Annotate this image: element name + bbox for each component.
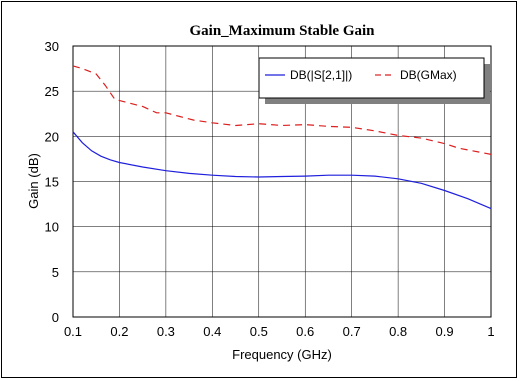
- x-tick-label: 0.6: [296, 324, 314, 339]
- x-tick-label: 1: [487, 324, 494, 339]
- x-tick-label: 0.5: [250, 324, 268, 339]
- x-tick-label: 0.4: [203, 324, 221, 339]
- legend-label-gmax: DB(GMax): [400, 68, 457, 82]
- legend: DB(|S[2,1]|) DB(GMax): [258, 57, 490, 104]
- x-tick-label: 0.1: [64, 324, 82, 339]
- y-tick-label: 10: [45, 220, 59, 235]
- y-tick-label: 25: [45, 84, 59, 99]
- plot-border: [72, 45, 492, 318]
- y-tick-label: 0: [52, 310, 59, 325]
- y-tick-label: 15: [45, 175, 59, 190]
- y-axis-title: Gain (dB): [26, 153, 41, 209]
- chart-title: Gain_Maximum Stable Gain: [189, 23, 375, 39]
- series-line-s21: [72, 131, 492, 210]
- y-tick-label: 20: [45, 129, 59, 144]
- y-tick-label: 30: [45, 39, 59, 54]
- x-axis-title: Frequency (GHz): [232, 347, 332, 362]
- legend-box: [258, 57, 485, 99]
- x-tick-label: 0.7: [343, 324, 361, 339]
- series-layer: [72, 65, 492, 210]
- x-tick-label: 0.9: [436, 324, 454, 339]
- x-tick-label: 0.8: [389, 324, 407, 339]
- y-tick-label: 5: [52, 265, 59, 280]
- x-tick-label: 0.2: [110, 324, 128, 339]
- series-line-gmax: [72, 65, 492, 155]
- x-tick-label: 0.3: [157, 324, 175, 339]
- legend-label-s21: DB(|S[2,1]|): [290, 68, 352, 82]
